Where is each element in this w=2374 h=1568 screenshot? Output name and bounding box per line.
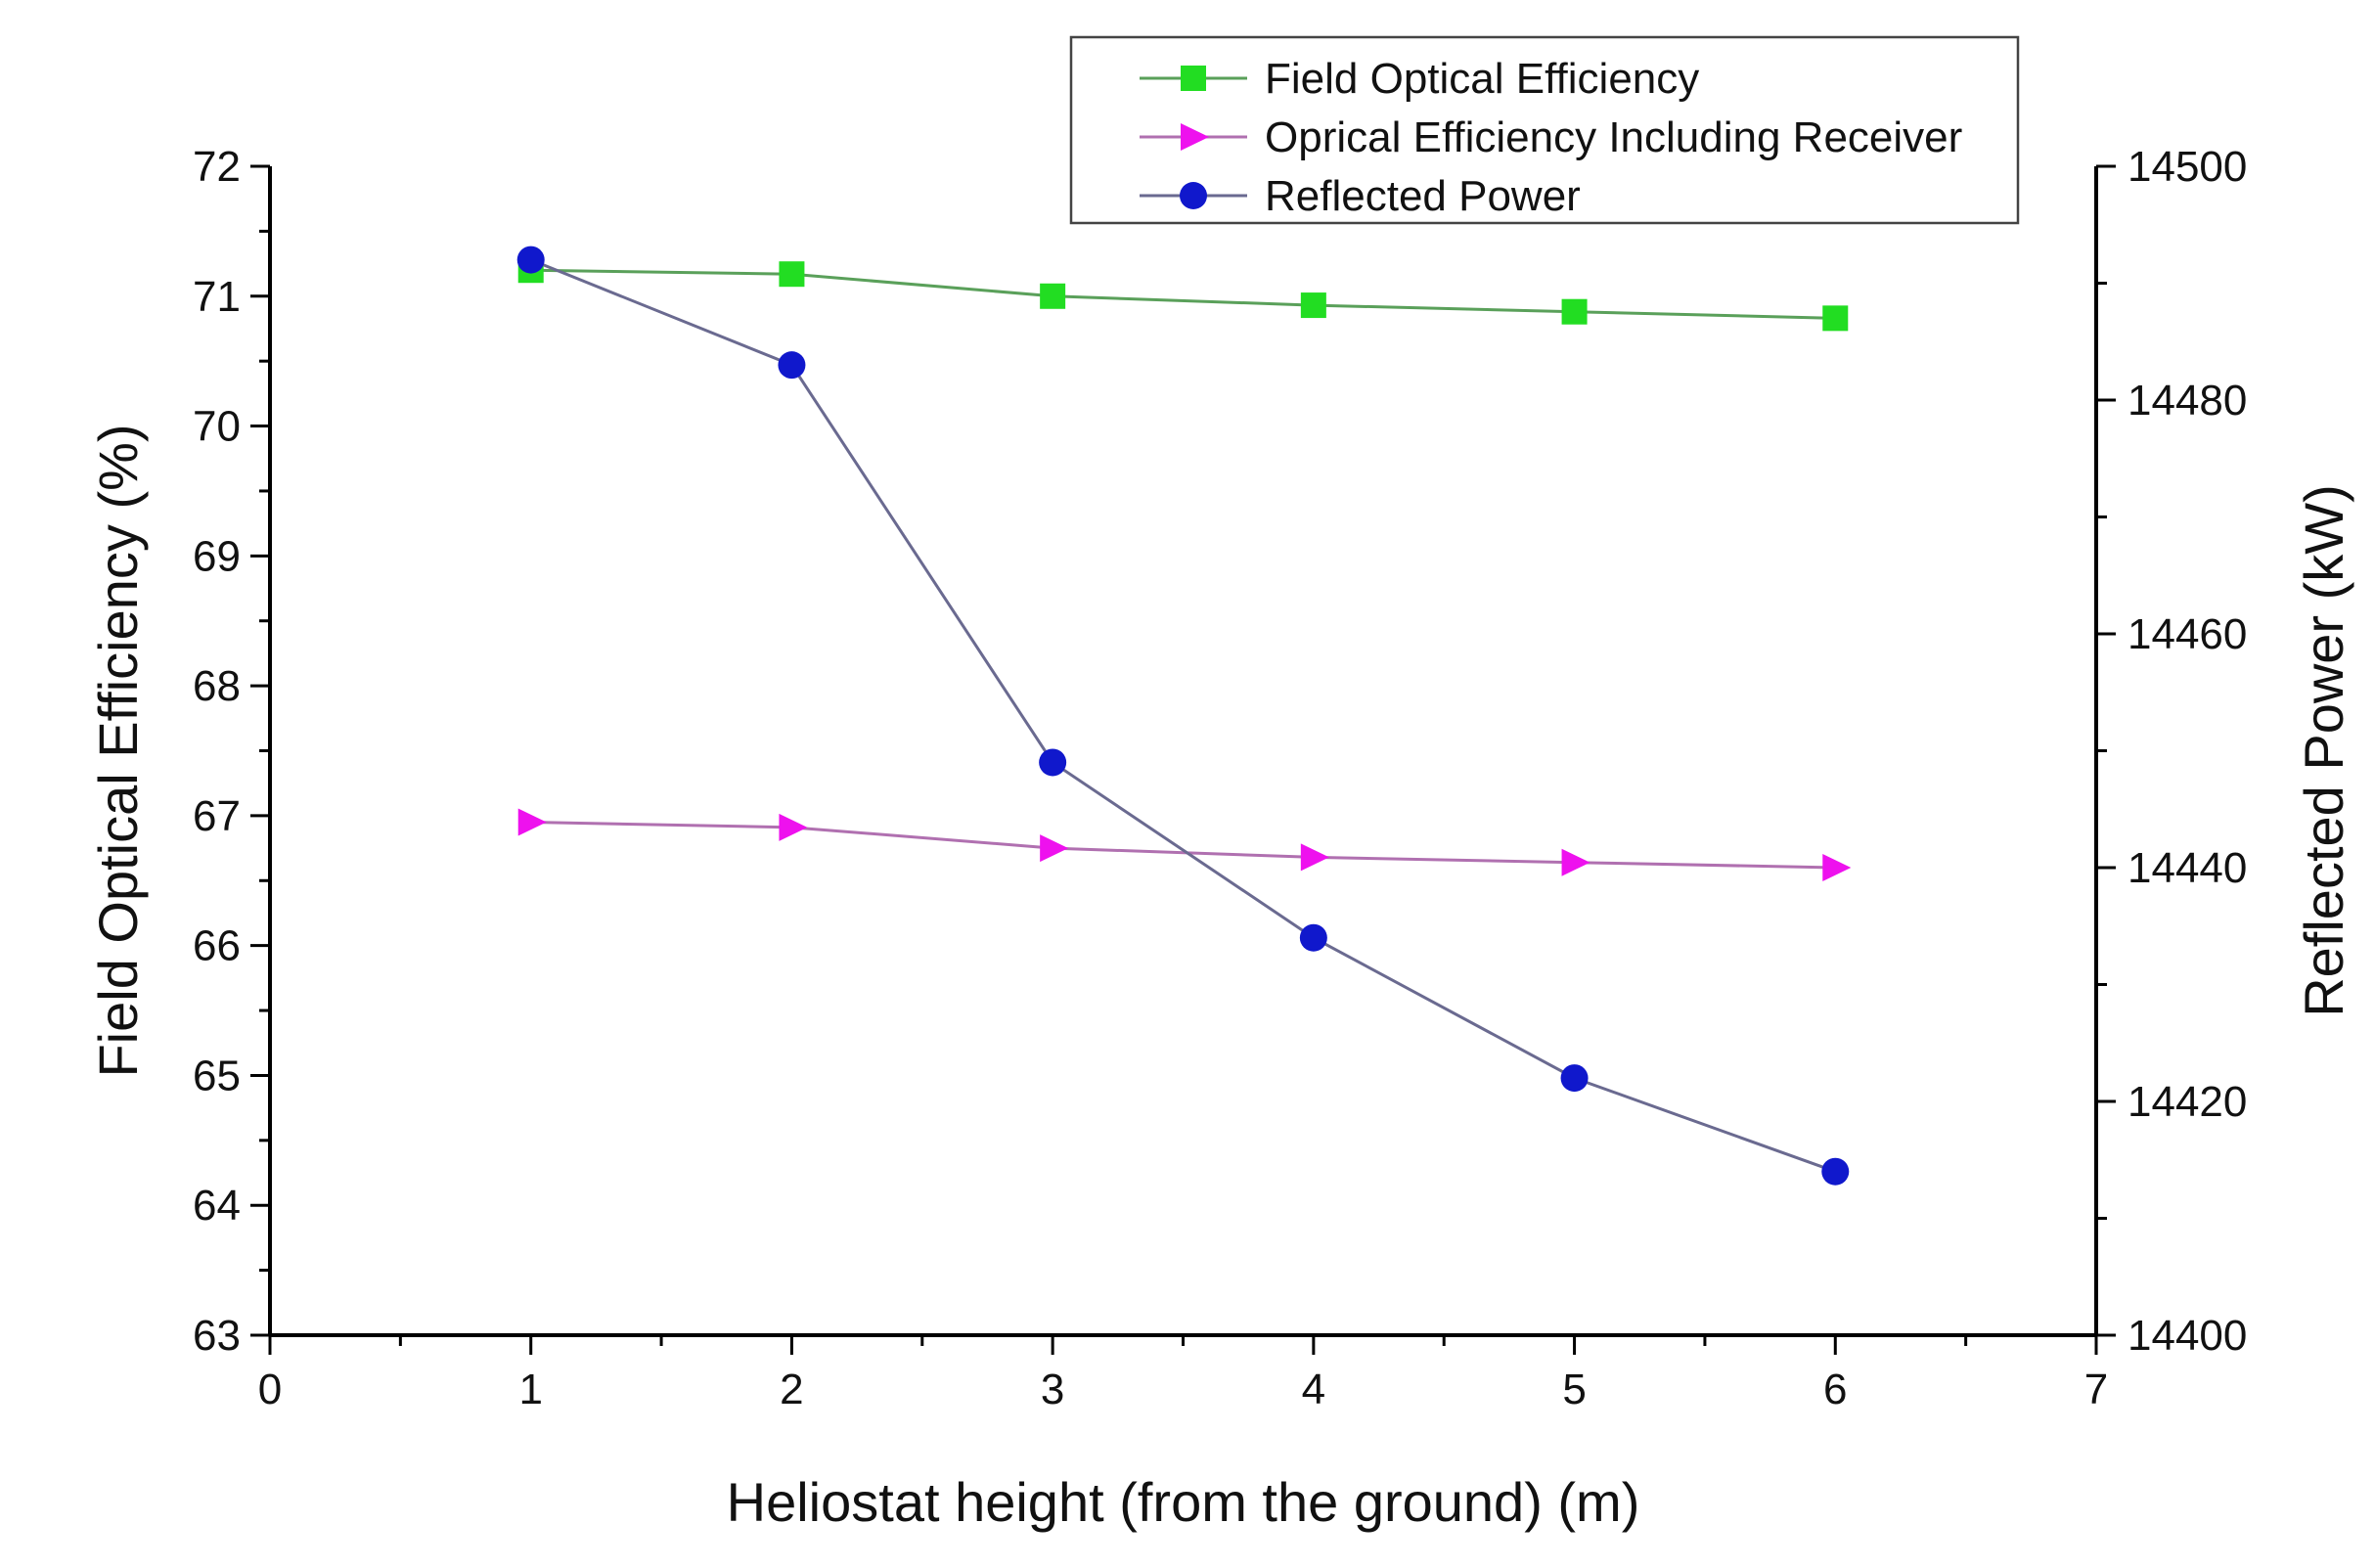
y-right-tick-label: 14480 [2128, 377, 2247, 425]
y-left-tick-label: 65 [193, 1052, 241, 1099]
x-axis-title: Heliostat height (from the ground) (m) [727, 1471, 1640, 1533]
y-right-tick-label: 14460 [2128, 610, 2247, 658]
legend-label-2: Reflected Power [1265, 172, 1581, 220]
x-tick-label: 3 [1041, 1366, 1064, 1413]
y-right-tick-label: 14440 [2128, 844, 2247, 892]
data-point-series-1 [1822, 854, 1852, 881]
data-point-series-2 [778, 351, 806, 380]
y-left-tick-label: 70 [193, 403, 241, 451]
series-layer [516, 246, 1852, 1186]
legend-marker-1 [1181, 123, 1209, 151]
x-tick-label: 5 [1562, 1366, 1586, 1413]
legend: Field Optical Efficiency Oprical Efficien… [1069, 35, 2020, 225]
x-tick-label: 1 [518, 1366, 542, 1413]
legend-label-0: Field Optical Efficiency [1265, 55, 1699, 103]
y-right-axis-title: Reflected Power (kW) [2293, 484, 2354, 1017]
data-point-series-0 [1822, 305, 1849, 332]
data-point-series-0 [1561, 298, 1588, 325]
y-left-tick-label: 72 [193, 143, 241, 191]
legend-label-1: Oprical Efficiency Including Receiver [1265, 113, 1962, 161]
legend-box [1069, 35, 2020, 225]
series-line-0 [530, 268, 1836, 320]
data-point-series-2 [1560, 1064, 1589, 1093]
y-left-tick-label: 67 [193, 792, 241, 840]
data-point-series-1 [1300, 843, 1329, 872]
y-left-tick-label: 66 [193, 922, 241, 970]
y-left-tick-label: 64 [193, 1182, 241, 1230]
x-tick-label: 4 [1302, 1366, 1325, 1413]
data-point-series-1 [1040, 834, 1069, 863]
y-left-tick-label: 69 [193, 532, 241, 580]
x-tick-label: 2 [780, 1366, 803, 1413]
data-point-series-2 [1299, 923, 1327, 952]
data-point-series-2 [516, 246, 545, 274]
series-line-2 [530, 258, 1836, 1174]
legend-marker-2 [1180, 182, 1207, 209]
data-point-series-2 [1039, 748, 1067, 777]
data-point-series-2 [1821, 1157, 1850, 1186]
y-left-tick-label: 63 [193, 1312, 241, 1360]
x-tick-label: 0 [258, 1366, 282, 1413]
y-right-tick-label: 14500 [2128, 143, 2247, 191]
labels-layer: 0 1 2 3 4 5 6 763646566676869707172144001442014… [87, 143, 2354, 1533]
data-point-series-0 [1300, 292, 1326, 319]
x-tick-label: 6 [1823, 1366, 1847, 1413]
y-left-tick-label: 68 [193, 662, 241, 710]
data-point-series-1 [779, 813, 808, 841]
series-line-1 [530, 821, 1836, 870]
data-point-series-0 [1040, 283, 1066, 309]
data-point-series-0 [779, 261, 805, 288]
legend-marker-0 [1181, 66, 1206, 91]
data-point-series-1 [517, 808, 547, 836]
y-left-axis-title: Field Optical Efficiency (%) [87, 424, 149, 1077]
y-right-tick-label: 14400 [2128, 1312, 2247, 1360]
y-right-tick-label: 14420 [2128, 1078, 2247, 1126]
data-point-series-1 [1561, 848, 1590, 876]
axes-layer [250, 164, 2116, 1355]
x-tick-label: 7 [2084, 1366, 2108, 1413]
y-left-tick-label: 71 [193, 273, 241, 321]
